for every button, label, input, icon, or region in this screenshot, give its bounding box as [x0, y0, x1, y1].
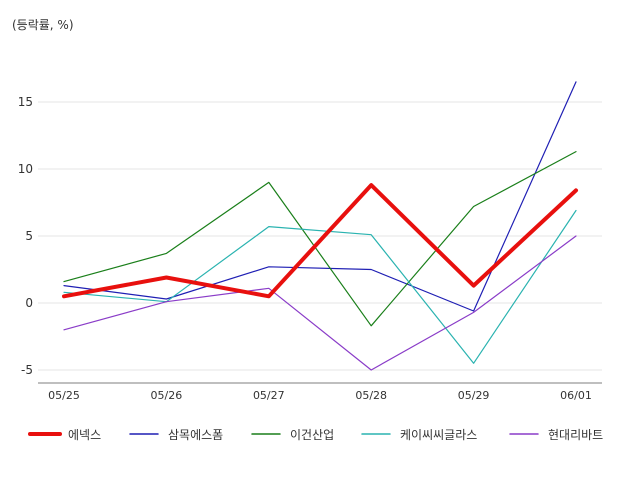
series-line — [63, 81, 577, 312]
legend-label: 삼목에스폼 — [168, 428, 223, 442]
series-line — [63, 151, 577, 327]
series-line — [62, 183, 578, 299]
y-tick-label: 10 — [18, 162, 33, 176]
x-tick-label: 05/26 — [151, 389, 183, 402]
y-tick-label: 15 — [18, 95, 33, 109]
legend-label: 에넥스 — [68, 428, 101, 442]
legend-label: 이건산업 — [290, 428, 334, 442]
series-line — [63, 209, 577, 364]
unit-label: (등락률, %) — [12, 18, 74, 32]
x-tick-label: 05/27 — [253, 389, 285, 402]
y-tick-label: 0 — [25, 296, 33, 310]
x-tick-label: 06/01 — [560, 389, 592, 402]
legend-label: 현대리바트 — [548, 428, 603, 442]
x-tick-label: 05/25 — [48, 389, 80, 402]
x-tick-label: 05/29 — [458, 389, 490, 402]
legend-label: 케이씨씨글라스 — [400, 428, 477, 442]
x-tick-label: 05/28 — [355, 389, 387, 402]
series-line — [63, 235, 577, 371]
y-tick-label: -5 — [21, 363, 33, 377]
y-tick-label: 5 — [25, 229, 33, 243]
